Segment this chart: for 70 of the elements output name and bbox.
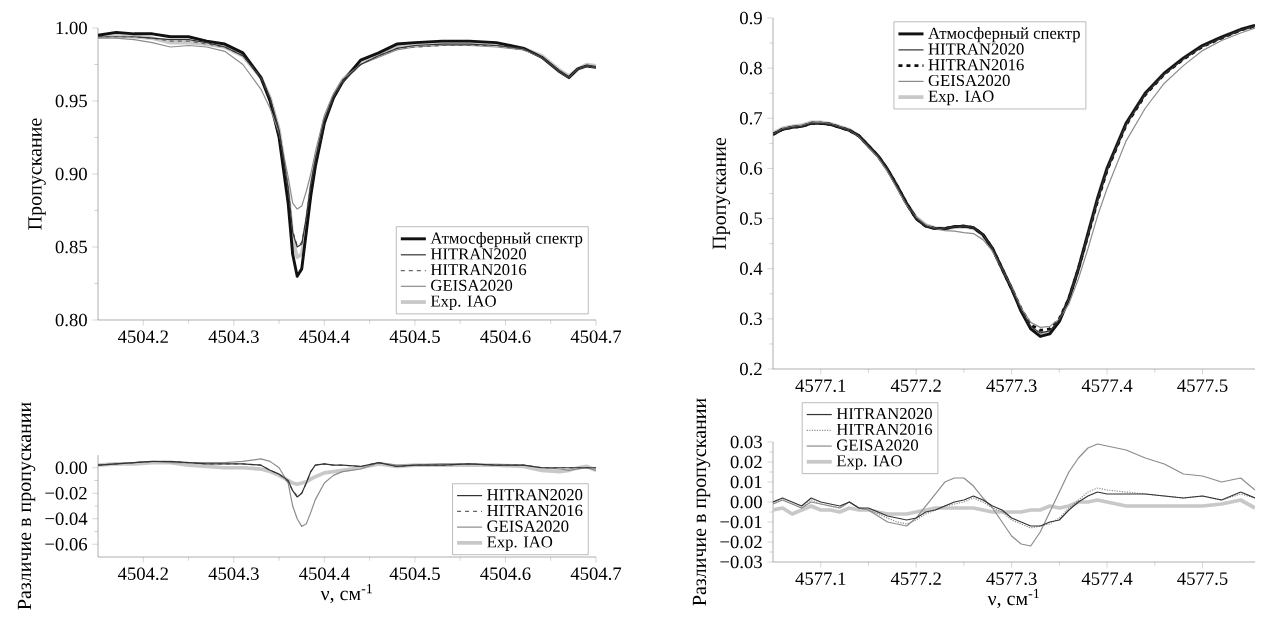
x-tick-label: 4504.7 [570,567,622,581]
legend-label: Exp. IAO [487,536,553,551]
x-tick-label: 4577.2 [890,572,941,586]
x-axis-title: ν, см$^{-1}$ [987,588,1039,609]
y-tick-label: 0.95 [55,94,87,108]
legend-label: HITRAN2020 [928,43,1024,55]
legend-label: HITRAN2020 [487,489,583,501]
x-tick-label: 4504.7 [570,330,622,344]
y-tick-label: 1.00 [56,21,87,35]
legend-label: GEISA2020 [487,520,569,532]
y-tick-label: 0.2 [740,362,762,376]
x-tick-label: 4504.5 [389,330,440,344]
y-tick-label: 0.5 [740,212,762,225]
legend-label: HITRAN2020 [430,248,527,260]
legend-label: Атмосферный спектр [928,27,1080,43]
y-tick-label: 0.3 [740,312,762,326]
legend-label: GEISA2020 [431,279,513,292]
y-axis-title: Пропускание [712,137,731,250]
x-tick-label: 4577.1 [795,379,846,392]
x-tick-label: 4504.6 [480,567,531,581]
x-tick-label: 4504.4 [299,567,350,581]
legend-label: Exp. IAO [836,455,902,470]
x-tick-label: 4577.4 [1081,379,1133,392]
legend-label: HITRAN2016 [430,264,527,276]
y-tick-label: 0.9 [740,11,762,25]
legend-label: HITRAN2016 [836,423,933,436]
y-tick-label: 0.85 [55,240,87,254]
legend-label: Exp. IAO [430,295,496,311]
x-tick-label: 4577.5 [1177,572,1228,585]
y-tick-label: −0.02 [45,486,87,500]
y-tick-label: 0.00 [730,495,762,509]
legend-label: Exp. IAO [928,90,994,106]
x-tick-label: 4504.2 [117,567,168,581]
y-tick-label: 0.4 [740,262,763,276]
legend-label: HITRAN2020 [836,408,932,420]
legend-label: GEISA2020 [836,439,919,451]
y-tick-label: 0.00 [55,461,87,475]
x-axis-title: ν, см$^{-1}$ [320,583,372,604]
y-tick-label: −0.01 [720,515,762,529]
x-tick-label: 4577.5 [1177,379,1228,392]
legend-label: HITRAN2016 [928,59,1024,71]
x-tick-label: 4504.2 [117,330,168,344]
x-tick-label: 4504.3 [208,330,259,344]
y-tick-label: 0.01 [730,475,762,489]
y-tick-label: 0.03 [730,435,762,449]
y-axis-title: Различие в пропускании [17,402,36,610]
legend-label: GEISA2020 [928,74,1010,87]
x-tick-label: 4577.3 [986,572,1037,586]
x-tick-label: 4577.1 [795,572,846,585]
legend-label: HITRAN2016 [487,504,583,517]
y-tick-label: 0.80 [55,313,87,327]
x-tick-label: 4577.3 [986,379,1037,393]
y-tick-label: −0.06 [45,537,88,551]
y-tick-label: −0.04 [45,512,88,526]
y-axis-title: Различие в пропускании [692,398,711,606]
y-tick-label: −0.02 [720,535,762,549]
y-tick-label: 0.8 [740,61,762,75]
y-tick-label: 0.90 [55,167,87,181]
y-tick-label: −0.03 [720,555,762,569]
y-tick-label: 0.7 [740,111,763,125]
y-tick-label: 0.6 [740,162,763,175]
y-axis-title: Пропускание [28,118,46,230]
legend-label: Атмосферный спектр [430,232,583,248]
x-tick-label: 4504.5 [389,567,440,581]
x-tick-label: 4577.2 [890,379,941,393]
x-tick-label: 4504.4 [299,330,350,344]
x-tick-label: 4577.4 [1081,572,1133,585]
y-tick-label: 0.02 [730,455,762,469]
x-tick-label: 4504.6 [480,330,531,344]
x-tick-label: 4504.3 [208,567,259,581]
